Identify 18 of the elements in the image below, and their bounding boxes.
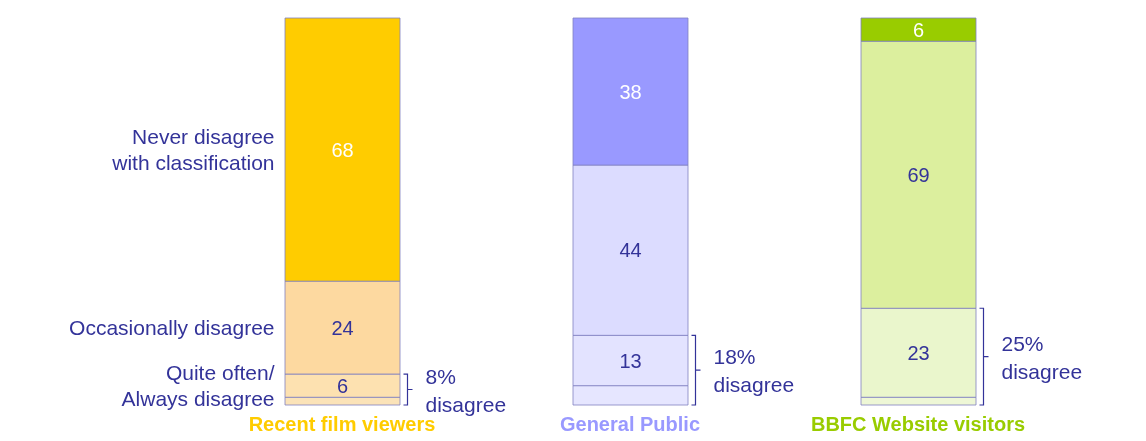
x-tick-label: Recent film viewers	[248, 413, 436, 435]
annotation: 8% disagree	[425, 364, 507, 416]
series-label: Occasionally disagree	[69, 315, 275, 339]
data-label: 23	[907, 341, 930, 364]
series-label: Never disagree with classification	[111, 124, 275, 174]
data-label: 44	[619, 239, 642, 262]
data-label: 69	[907, 163, 930, 186]
data-label: 24	[331, 316, 354, 339]
data-label: 68	[331, 138, 354, 161]
series-label: Quite often/ Always disagree	[121, 360, 275, 410]
annotation: 18% disagree	[713, 345, 795, 397]
data-label: 6	[912, 18, 925, 41]
x-tick-label: General Public	[559, 413, 701, 435]
x-tick-label: BBFC Website visitors	[810, 413, 1026, 435]
data-label: 13	[619, 349, 642, 372]
annotation: 25% disagree	[1001, 331, 1083, 383]
data-label: 38	[619, 80, 642, 103]
data-label: 6	[336, 374, 349, 397]
